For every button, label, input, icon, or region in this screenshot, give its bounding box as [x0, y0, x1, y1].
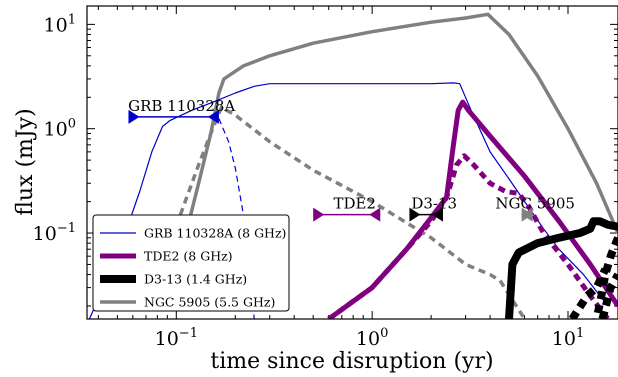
legend-entries: GRB 110328A (8 GHz) TDE2 (8 GHz) D3-13 (1.…: [100, 226, 286, 310]
marker-d3-13-left: [409, 207, 421, 222]
series-grb-110328a-8-ghz-dashed: [218, 118, 255, 319]
marker-layer: GRB 110328A TDE2 D3-13 NGC 5905: [128, 97, 575, 222]
x-tick-label: 100: [356, 326, 388, 350]
x-tick-label: 101: [552, 326, 584, 350]
axis-ticks: [87, 6, 618, 319]
legend-label-tde2-8-ghz: TDE2 (8 GHz): [144, 249, 233, 264]
marker-grb-110328a-left: [128, 109, 140, 124]
series-tde2-8-ghz: [327, 99, 618, 319]
legend-label-d3-13-1-4-ghz: D3-13 (1.4 GHz): [144, 272, 247, 287]
y-tick-label: 101: [44, 12, 76, 36]
marker-tde2-left: [313, 207, 325, 222]
series-d3-13-1-4-ghz: [505, 217, 618, 319]
y-tick-label: 10−1: [33, 221, 76, 245]
legend-label-ngc-5905-5-5-ghz: NGC 5905 (5.5 GHz): [144, 295, 275, 310]
legend: GRB 110328A (8 GHz) TDE2 (8 GHz) D3-13 (1.…: [92, 214, 290, 312]
marker-ngc-5905-label: NGC 5905: [495, 195, 575, 213]
marker-tde2-label: TDE2: [333, 195, 376, 213]
marker-grb-110328a-label: GRB 110328A: [128, 97, 235, 115]
x-axis-title: time since disruption (yr): [210, 349, 493, 374]
series-layer: [88, 12, 618, 319]
x-tick-label: 10−1: [155, 326, 198, 350]
y-axis-title: flux (mJy): [13, 108, 38, 216]
tick-labels: 10−1 100 101 10−1 100 101: [33, 12, 585, 350]
series-d3-13-1-4-ghz-dashed: [568, 267, 609, 319]
marker-ngc-5905-right: [521, 207, 533, 222]
marker-d3-13-label: D3-13: [411, 195, 457, 213]
y-tick-label: 100: [44, 117, 76, 141]
marker-tde2-right: [369, 207, 381, 222]
legend-box: [92, 214, 290, 312]
series-d3-13-1-4-ghz-dashed: [598, 272, 618, 319]
marker-grb-110328a-right: [207, 109, 219, 124]
series-ngc-5905-5-5-ghz: [186, 12, 618, 234]
plot-frame: [86, 5, 618, 320]
legend-label-grb-110328a-8-ghz: GRB 110328A (8 GHz): [144, 226, 286, 241]
marker-d3-13-right: [431, 207, 443, 222]
